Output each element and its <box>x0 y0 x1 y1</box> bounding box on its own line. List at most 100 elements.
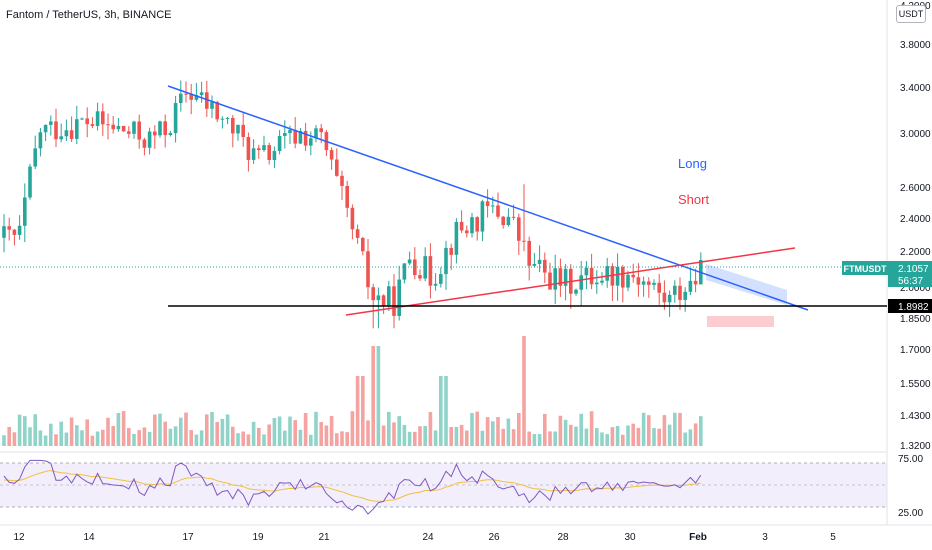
volume-bar <box>251 421 256 446</box>
candle-body <box>563 268 568 286</box>
candle-body <box>7 226 11 230</box>
volume-bar <box>101 429 105 446</box>
candle-body <box>189 93 193 100</box>
rsi-tick: 75.00 <box>898 454 923 465</box>
volume-bar <box>2 435 6 446</box>
candle-body <box>600 280 604 283</box>
countdown-label: 56:37 <box>898 276 923 287</box>
volume-bar <box>600 432 604 446</box>
volume-bar <box>428 412 433 446</box>
candle-body <box>59 136 63 140</box>
candle-body <box>470 217 474 234</box>
volume-bar <box>309 434 313 446</box>
candle-body <box>683 291 687 300</box>
price-tick: 2.2000 <box>900 247 931 258</box>
candle-body <box>215 102 219 120</box>
volume-bar <box>194 434 199 446</box>
volume-bar <box>283 430 287 446</box>
candle-body <box>407 259 412 264</box>
volume-bar <box>595 428 599 446</box>
support-label-bg <box>888 299 932 313</box>
candle-body <box>69 130 74 139</box>
volume-bar <box>527 431 531 446</box>
candle-body <box>517 217 521 241</box>
candle-body <box>38 132 43 149</box>
candle-body <box>501 216 505 226</box>
volume-bar <box>366 420 370 446</box>
price-tick: 3.0000 <box>900 129 931 140</box>
volume-bar <box>636 427 641 446</box>
currency-button[interactable]: USDT <box>896 5 926 23</box>
volume-bar <box>23 416 27 446</box>
volume-bar <box>543 413 547 446</box>
volume-bar <box>210 411 214 446</box>
volume-bar <box>173 426 178 446</box>
candle-body <box>335 159 339 176</box>
volume-bar <box>28 427 32 446</box>
volume-bar <box>615 425 620 446</box>
time-label: 30 <box>624 532 636 543</box>
volume-bar <box>454 426 459 446</box>
volume-bar <box>439 376 443 446</box>
candle-body <box>589 267 594 285</box>
candle-body <box>553 268 557 290</box>
volume-bar <box>262 434 266 446</box>
volume-bar <box>12 432 17 446</box>
candle-body <box>225 117 230 119</box>
candle-body <box>543 259 547 273</box>
volume-bar <box>215 421 219 446</box>
candle-body <box>17 225 22 235</box>
volume-bar <box>189 430 193 446</box>
support-label: 1.8982 <box>898 302 929 313</box>
symbol-badge-bg <box>842 261 888 275</box>
volume-bar <box>506 418 511 446</box>
candle-body <box>33 148 37 167</box>
volume-bar <box>350 411 355 446</box>
volume-bar <box>158 413 162 446</box>
volume-bar <box>147 431 152 446</box>
candle-body <box>283 133 287 136</box>
candle-body <box>127 131 131 134</box>
rsi-ma-line <box>3 469 701 502</box>
candle-body <box>43 124 48 133</box>
candle-body <box>329 150 334 160</box>
candle-body <box>303 130 308 146</box>
candle-body <box>147 131 152 148</box>
volume-bar <box>7 426 11 446</box>
candle-body <box>116 125 121 130</box>
volume-bar <box>80 430 84 446</box>
candle-body <box>428 256 433 286</box>
candle-body <box>12 229 17 235</box>
volume-bar <box>38 430 43 446</box>
volume-bar <box>532 433 537 446</box>
volume-bar <box>449 426 453 446</box>
candle-body <box>309 138 313 146</box>
candle-body <box>631 274 635 278</box>
volume-bar <box>111 425 115 446</box>
volume-bar <box>137 430 141 446</box>
candle-body <box>293 129 297 144</box>
volume-bar <box>678 412 682 446</box>
volume-bar <box>470 412 474 446</box>
candle-body <box>558 268 563 286</box>
candle-body <box>579 275 583 290</box>
volume-bar <box>553 431 557 446</box>
candle-body <box>595 282 599 285</box>
volume-bar <box>693 423 698 446</box>
volume-bar <box>199 430 204 446</box>
volume-bar <box>184 412 188 446</box>
volume-bar <box>85 419 89 446</box>
price-tick: 1.5500 <box>900 379 931 390</box>
volume-bar <box>355 376 360 446</box>
time-label: 21 <box>318 532 330 543</box>
volume-bar <box>563 419 568 446</box>
candle-body <box>615 267 620 286</box>
candle-body <box>345 185 349 208</box>
volume-bar <box>652 427 656 446</box>
volume-bar <box>387 411 391 446</box>
volume-bar <box>303 413 308 446</box>
volume-bar <box>95 431 100 446</box>
volume-bar <box>43 435 48 446</box>
